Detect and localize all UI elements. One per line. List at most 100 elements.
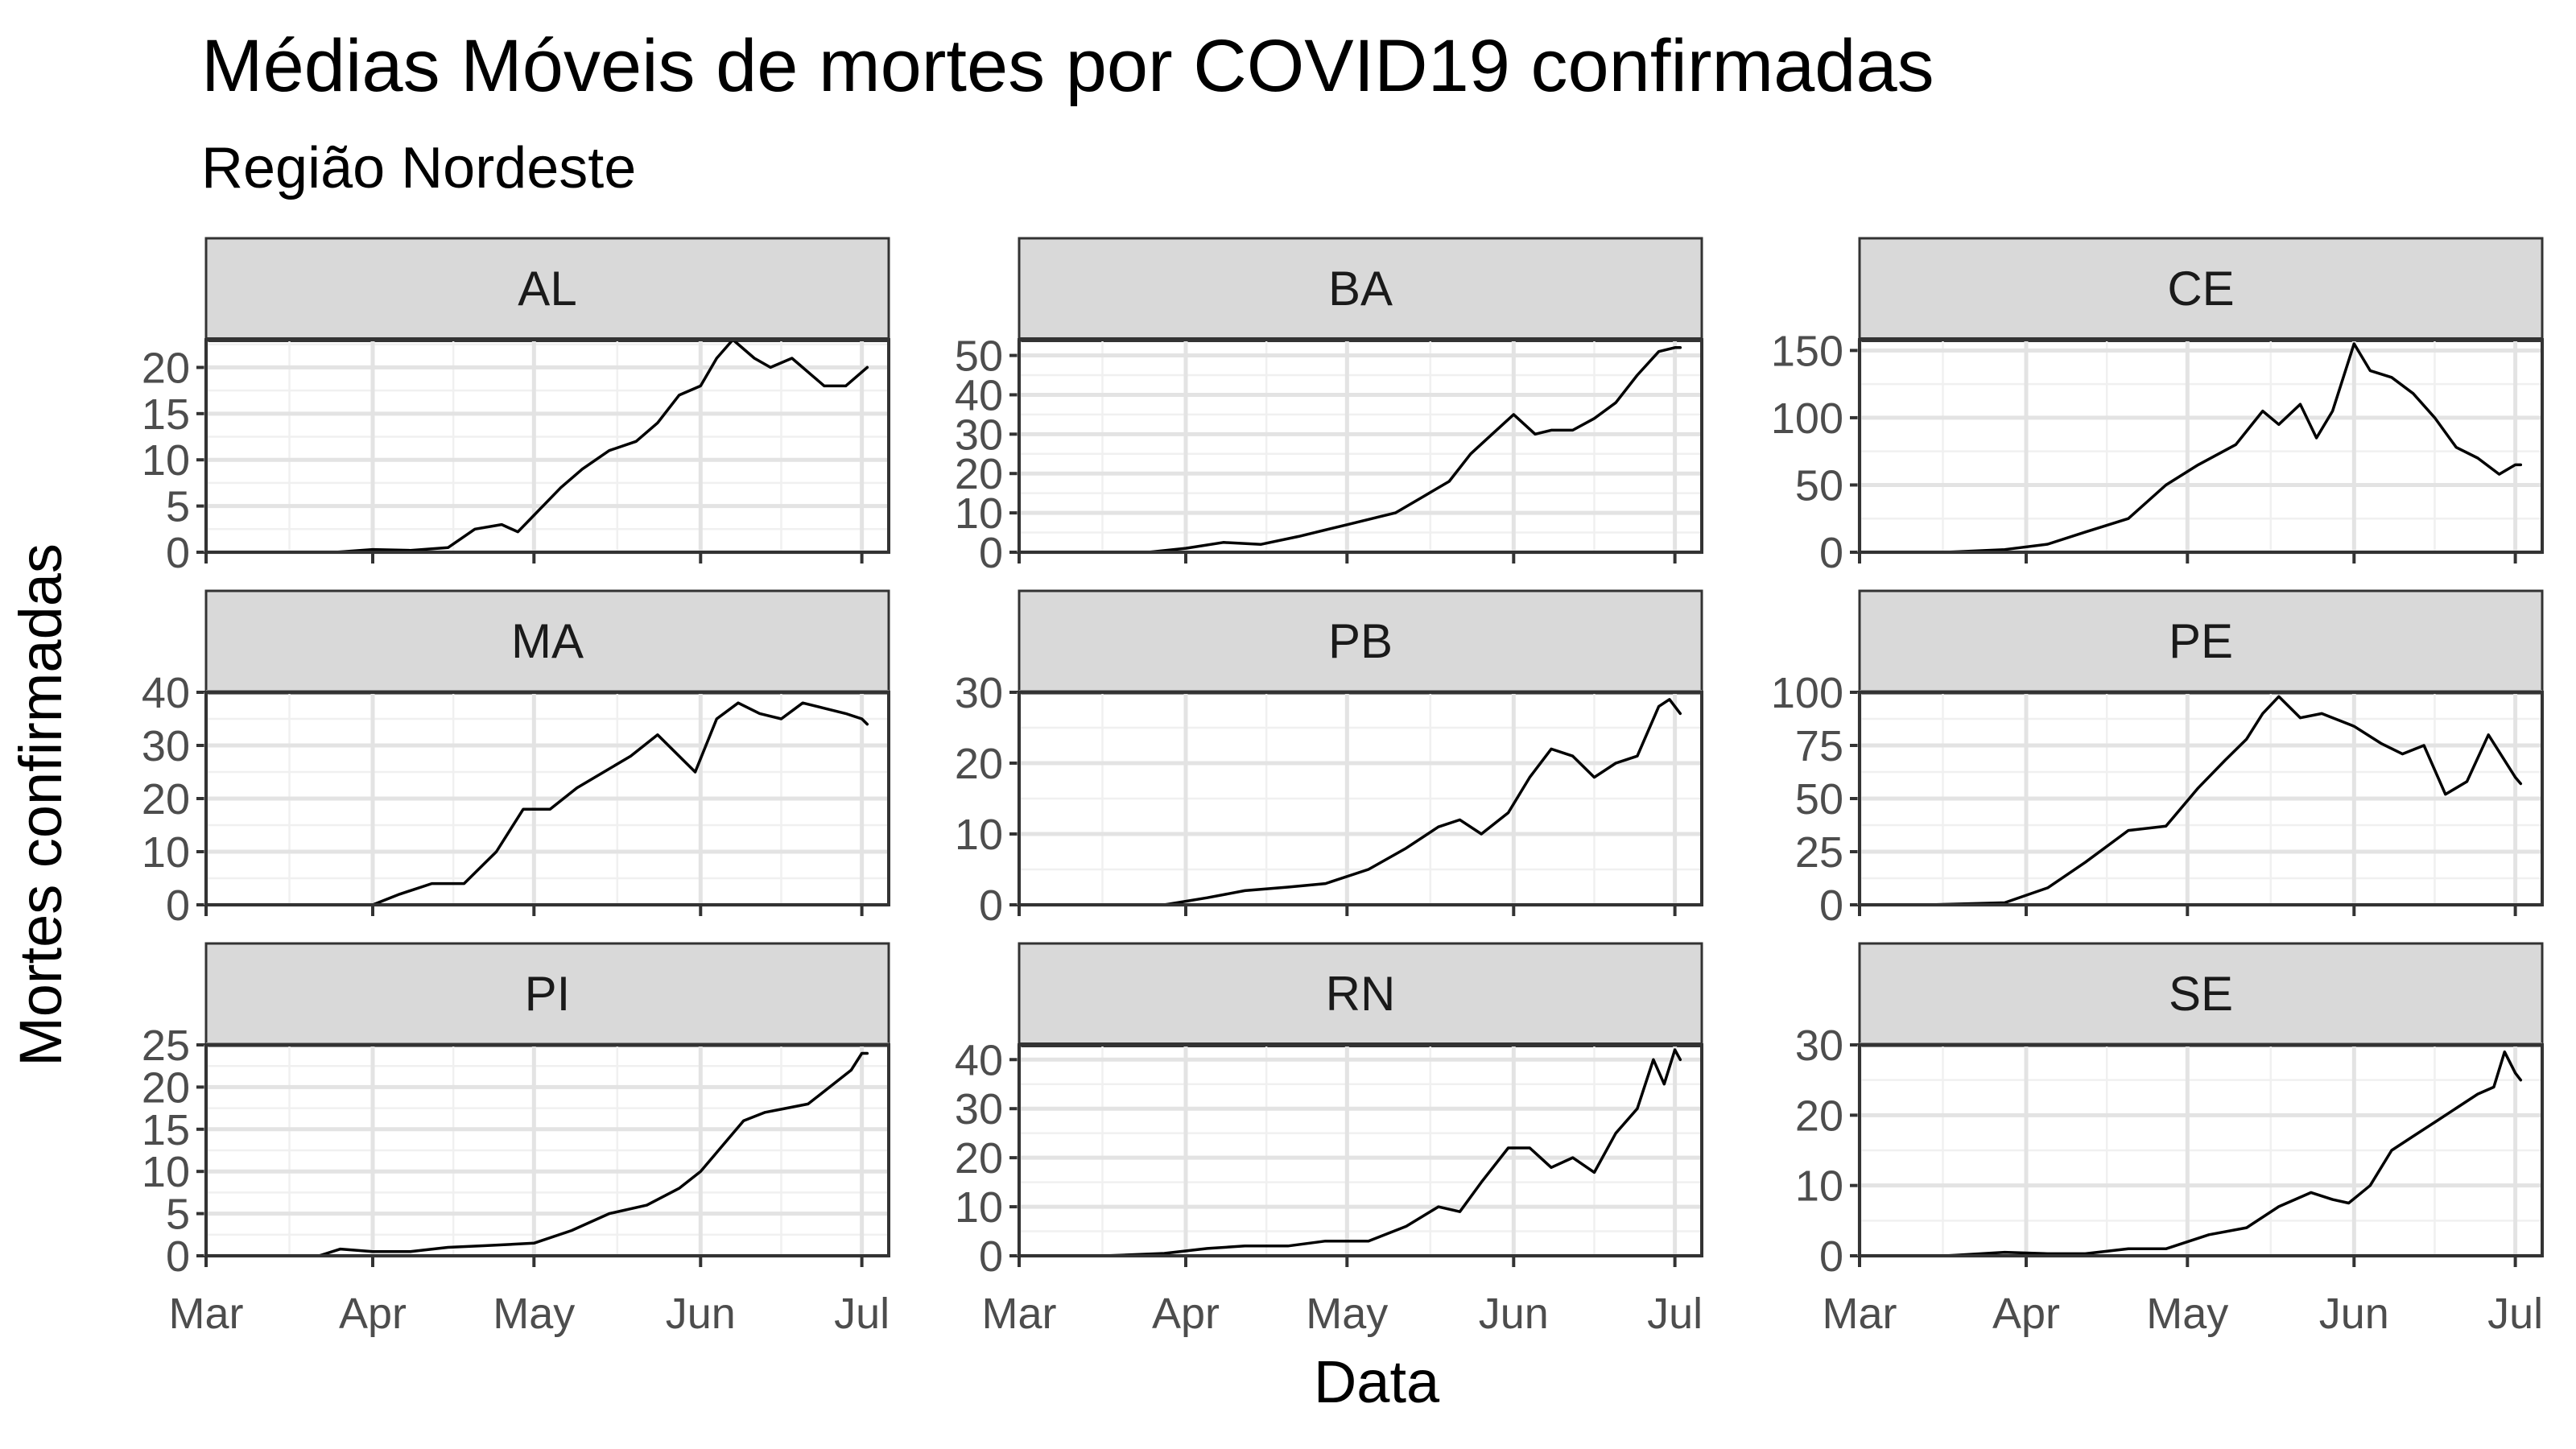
y-tick-label: 5 (166, 1191, 190, 1239)
panel-border-ce (1858, 338, 2544, 554)
facet-label-pi: PI (525, 967, 571, 1021)
x-tick-label: Jul (834, 1290, 890, 1338)
x-axis-title: Data (1314, 1348, 1440, 1415)
y-tick-label: 30 (955, 411, 1003, 459)
y-axis-title: Mortes confirmadas (7, 543, 74, 1067)
panel-border-se (1858, 1043, 2544, 1257)
y-tick-label: 50 (955, 332, 1003, 381)
facet-label-se: SE (2169, 967, 2233, 1021)
x-tick-label: Apr (339, 1290, 407, 1338)
y-tick-label: 30 (1795, 1022, 1843, 1070)
y-tick-label: 150 (1771, 327, 1843, 375)
y-tick-label: 25 (1795, 828, 1843, 877)
facet-label-ce: CE (2167, 262, 2234, 316)
series-line-se (1944, 1050, 2523, 1257)
panel-ce: CE 0 50 100 150 (1771, 237, 2544, 577)
y-tick-label: 20 (955, 740, 1003, 788)
y-tick-label: 25 (142, 1022, 190, 1070)
series-line-ce (1944, 342, 2523, 554)
panel-pb: PB 0 10 20 30 (955, 589, 1703, 930)
y-tick-label: 50 (1795, 461, 1843, 510)
x-tick-label: Apr (1152, 1290, 1220, 1338)
y-tick-label: 10 (1795, 1162, 1843, 1211)
y-tick-label: 20 (955, 1134, 1003, 1183)
y-tick-label: 50 (1795, 775, 1843, 824)
facet-label-al: AL (518, 262, 576, 316)
series-line-ba (1076, 346, 1682, 554)
chart-subtitle: Região Nordeste (201, 136, 637, 200)
panel-border-rn (1018, 1043, 1703, 1257)
y-tick-label: 30 (142, 722, 190, 770)
x-tick-label: Jun (666, 1290, 736, 1338)
x-tick-label: Mar (982, 1290, 1057, 1338)
x-tick-label: May (1306, 1290, 1388, 1338)
y-tick-label: 0 (979, 529, 1003, 577)
x-tick-label: May (493, 1290, 575, 1338)
panel-border-pb (1018, 691, 1703, 906)
y-tick-label: 40 (955, 1036, 1003, 1084)
y-tick-label: 20 (142, 1063, 190, 1112)
y-tick-label: 0 (1819, 1232, 1843, 1281)
facet-strip-ma (204, 589, 890, 694)
facet-strip-ba (1018, 237, 1703, 341)
panel-se: SE 0 10 20 30 Mar Apr May Jun Jul (1795, 942, 2544, 1338)
x-tick-label: Jun (1479, 1290, 1549, 1338)
y-tick-label: 30 (955, 669, 1003, 717)
y-tick-label: 20 (1795, 1092, 1843, 1140)
panel-border-ba (1018, 338, 1703, 554)
y-tick-label: 20 (955, 450, 1003, 498)
y-tick-label: 10 (955, 489, 1003, 538)
y-tick-label: 15 (142, 1106, 190, 1154)
y-tick-label: 0 (1819, 881, 1843, 930)
facet-label-ba: BA (1328, 262, 1393, 316)
y-tick-label: 100 (1771, 394, 1843, 443)
series-line-pi (317, 1051, 869, 1257)
facet-label-pb: PB (1328, 614, 1393, 668)
panel-border-pe (1858, 691, 2544, 906)
chart-title: Médias Móveis de mortes por COVID19 conf… (201, 25, 1934, 107)
y-tick-label: 0 (166, 881, 190, 930)
facet-label-ma: MA (511, 614, 584, 668)
x-tick-label: May (2146, 1290, 2228, 1338)
y-tick-label: 0 (979, 881, 1003, 930)
y-tick-label: 20 (142, 775, 190, 824)
series-line-rn (1104, 1048, 1682, 1257)
y-tick-label: 40 (955, 371, 1003, 419)
y-tick-label: 30 (955, 1085, 1003, 1133)
x-tick-label: Apr (1992, 1290, 2060, 1338)
series-line-pe (1928, 695, 2523, 906)
y-tick-label: 10 (955, 811, 1003, 859)
y-tick-label: 0 (979, 1232, 1003, 1281)
facet-label-rn: RN (1326, 967, 1396, 1021)
y-tick-label: 0 (1819, 529, 1843, 577)
facet-label-pe: PE (2169, 614, 2233, 668)
series-line-ma (317, 701, 869, 906)
x-tick-label: Jun (2319, 1290, 2389, 1338)
facet-strip-rn (1018, 942, 1703, 1046)
panel-border-ma (204, 691, 890, 906)
panel-border-al (204, 338, 890, 554)
y-tick-label: 40 (142, 669, 190, 717)
y-tick-label: 10 (142, 828, 190, 877)
y-tick-label: 0 (166, 1232, 190, 1281)
x-tick-label: Mar (1823, 1290, 1897, 1338)
y-tick-label: 20 (142, 344, 190, 392)
y-tick-label: 10 (142, 1148, 190, 1196)
panel-border-pi (204, 1043, 890, 1257)
facet-strip-se (1858, 942, 2544, 1046)
y-tick-label: 10 (955, 1183, 1003, 1232)
x-tick-label: Jul (1647, 1290, 1703, 1338)
series-line-al (263, 338, 869, 554)
y-tick-label: 0 (166, 529, 190, 577)
y-tick-label: 5 (166, 483, 190, 531)
facet-strip-pi (204, 942, 890, 1046)
y-tick-label: 10 (142, 436, 190, 485)
x-tick-label: Jul (2487, 1290, 2543, 1338)
